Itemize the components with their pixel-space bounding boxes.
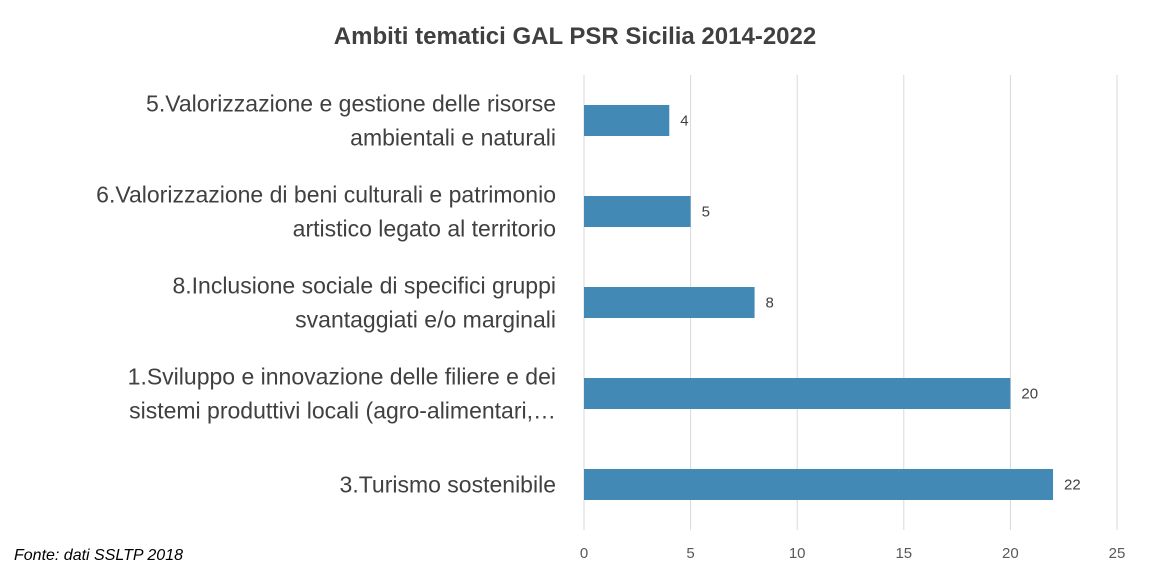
- data-label: 5: [702, 204, 710, 221]
- category-label: 3.Turismo sostenibile: [340, 472, 556, 498]
- x-tick-label: 25: [1109, 545, 1126, 562]
- data-label: 8: [766, 295, 774, 312]
- x-tick-label: 20: [1002, 545, 1019, 562]
- category-labels: 5.Valorizzazione e gestione delle risors…: [96, 91, 556, 498]
- category-label: ambientali e naturali: [350, 125, 556, 151]
- category-label: 6.Valorizzazione di beni culturali e pat…: [96, 182, 556, 208]
- category-label: 8.Inclusione sociale di specifici gruppi: [172, 273, 556, 299]
- x-tick-label: 5: [686, 545, 694, 562]
- bar: [584, 469, 1054, 500]
- chart-title: Ambiti tematici GAL PSR Sicilia 2014-202…: [334, 23, 816, 50]
- data-label: 20: [1021, 386, 1038, 403]
- x-axis-ticks: 0 5 10 15 20 25: [580, 545, 1126, 562]
- category-label: sistemi produttivi locali (agro-alimenta…: [129, 398, 556, 424]
- bar: [584, 105, 670, 136]
- x-tick-label: 0: [580, 545, 588, 562]
- data-label: 22: [1064, 477, 1081, 494]
- bar: [584, 287, 755, 318]
- data-label: 4: [680, 113, 688, 130]
- gridlines: [583, 75, 1118, 530]
- bars: 4 5 8 20 22: [584, 105, 1081, 500]
- bar: [584, 378, 1011, 409]
- category-label: svantaggiati e/o marginali: [295, 307, 556, 333]
- x-tick-label: 10: [789, 545, 806, 562]
- category-label: 1.Sviluppo e innovazione delle filiere e…: [128, 364, 556, 390]
- source-note: Fonte: dati SSLTP 2018: [14, 547, 183, 564]
- x-tick-label: 15: [895, 545, 912, 562]
- bar: [584, 196, 691, 227]
- category-label: artistico legato al territorio: [293, 216, 556, 242]
- category-label: 5.Valorizzazione e gestione delle risors…: [146, 91, 556, 117]
